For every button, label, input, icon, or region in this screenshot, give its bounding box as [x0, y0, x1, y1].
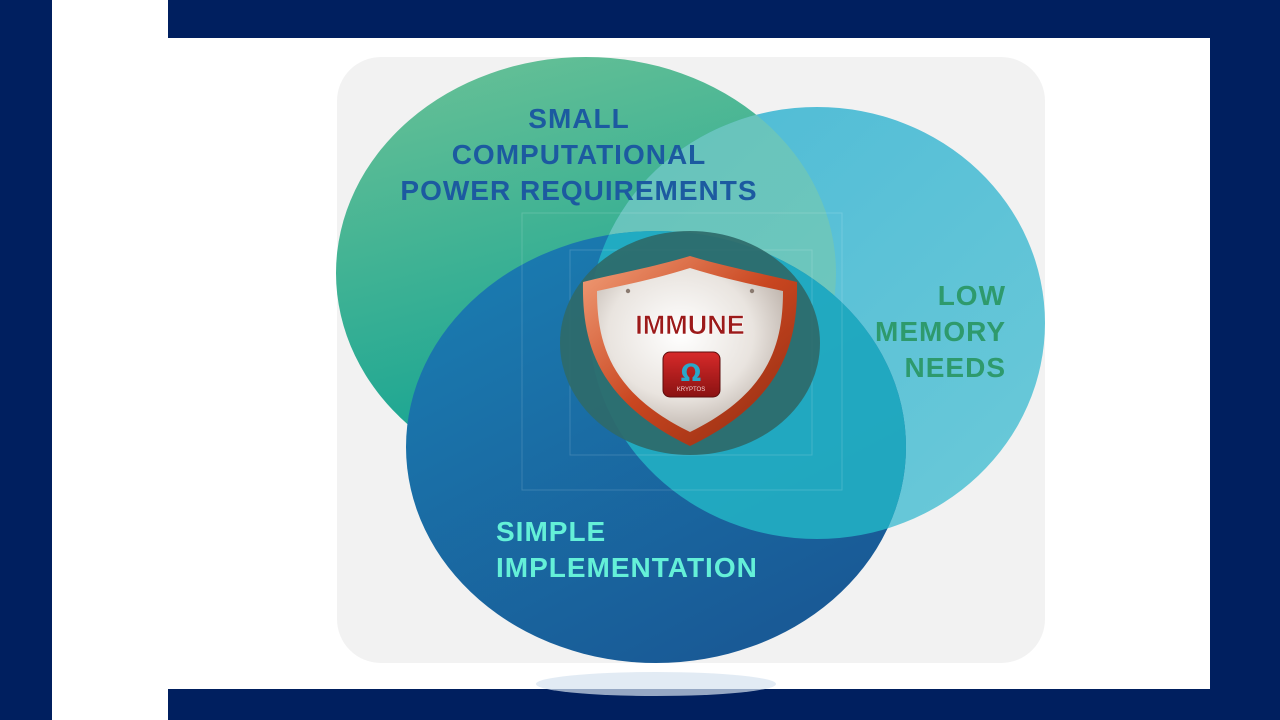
label-memory-needs: LOW MEMORY NEEDS — [840, 278, 1006, 386]
label-memory-line-1: LOW — [937, 280, 1006, 311]
shield-icon — [582, 256, 798, 446]
center-label: IMMUNE — [635, 310, 745, 340]
frame-left-bar — [0, 0, 52, 720]
label-power-requirements: SMALL COMPUTATIONAL POWER REQUIREMENTS — [378, 101, 780, 209]
label-power-line-1: SMALL — [528, 103, 630, 134]
label-simple-line-2: IMPLEMENTATION — [496, 552, 758, 583]
frame-right-bar — [1210, 0, 1280, 720]
logo-omega: Ω — [681, 359, 701, 387]
frame-top-bar — [168, 0, 1210, 38]
label-memory-line-3: NEEDS — [904, 352, 1006, 383]
label-simple-implementation: SIMPLE IMPLEMENTATION — [496, 514, 796, 586]
panel-reflection — [536, 672, 776, 696]
label-power-line-3: POWER REQUIREMENTS — [400, 175, 758, 206]
logo-badge — [662, 351, 721, 398]
label-simple-line-1: SIMPLE — [496, 516, 607, 547]
label-power-line-2: COMPUTATIONAL — [451, 139, 707, 170]
label-memory-line-2: MEMORY — [875, 316, 1006, 347]
logo-text: KRYPTOS — [677, 387, 705, 393]
guide-square-outer — [521, 212, 843, 491]
